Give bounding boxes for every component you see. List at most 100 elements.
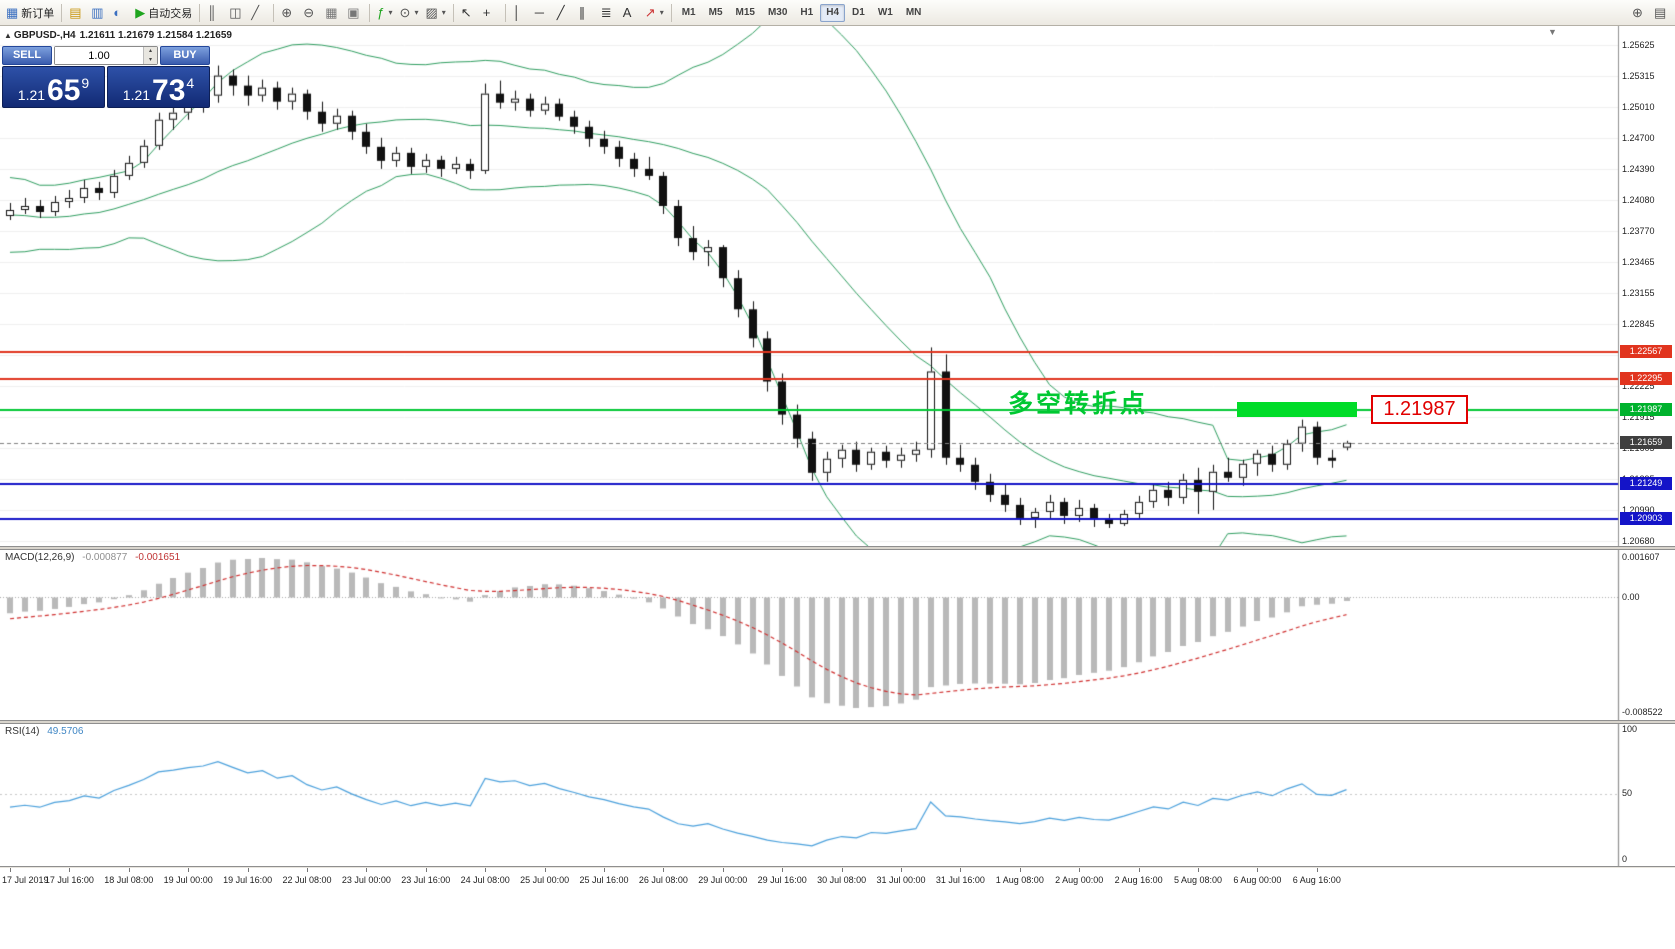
- time-label: 23 Jul 16:00: [401, 875, 451, 885]
- time-tick: [10, 868, 11, 872]
- time-tick: [782, 868, 783, 872]
- tf-m1-button[interactable]: M1: [676, 4, 702, 22]
- tf-h4-button[interactable]: H4: [820, 3, 846, 22]
- time-tick: [69, 868, 70, 872]
- time-tick: [960, 868, 961, 872]
- time-tick: [663, 868, 664, 872]
- zoom-search-icon: ⊕: [1632, 5, 1643, 20]
- toolbar-separator: [273, 3, 275, 22]
- market-watch-icon: ▥: [91, 5, 104, 20]
- window-list-button[interactable]: ▤: [1651, 2, 1672, 23]
- arrow-tools-button[interactable]: ↗ ▾: [642, 2, 667, 23]
- text-button[interactable]: A: [620, 2, 641, 23]
- price-tick-label: 1.21915: [1622, 412, 1655, 423]
- time-axis[interactable]: 17 Jul 2019 17 Jul 16:00 18 Jul 08:00 19 Ju…: [0, 868, 1675, 892]
- rsi-header: RSI(14) 49.5706: [5, 726, 83, 737]
- tf-m15-button[interactable]: M15: [730, 4, 761, 22]
- candlestick-chart-button[interactable]: ◫: [226, 2, 247, 23]
- buy-price-sup: 4: [186, 75, 195, 91]
- tf-h1-button[interactable]: H1: [794, 4, 819, 22]
- rsi-panel[interactable]: RSI(14) 49.5706 100 50 0: [0, 724, 1675, 866]
- tile-windows-button[interactable]: ▣: [344, 2, 365, 23]
- horizontal-line-button[interactable]: ─: [532, 2, 553, 23]
- price-badge: 1.20903: [1620, 511, 1672, 525]
- indicators-button[interactable]: ƒ ▾: [374, 2, 395, 23]
- grid-button[interactable]: ▦: [322, 2, 343, 23]
- time-tick: [248, 868, 249, 872]
- time-label: 23 Jul 00:00: [341, 875, 391, 885]
- volume-input[interactable]: [55, 47, 143, 64]
- time-label: 30 Jul 08:00: [817, 875, 867, 885]
- channel-button[interactable]: ∥: [576, 2, 597, 23]
- rsi-canvas[interactable]: [0, 724, 1675, 866]
- panel-splitter[interactable]: [0, 546, 1675, 550]
- price-callout-label[interactable]: 1.21987: [1371, 395, 1468, 425]
- toolbar-separator: [199, 3, 201, 22]
- price-badge: 1.22567: [1620, 344, 1672, 358]
- crosshair-button[interactable]: +: [480, 2, 501, 23]
- bar-chart-icon: ║: [207, 5, 217, 20]
- periods-button[interactable]: ⊙ ▾: [397, 2, 422, 23]
- chart-title: ▲ GBPUSD-,H4 1.21611 1.21679 1.21584 1.216…: [4, 30, 232, 41]
- cursor-button[interactable]: ↖: [458, 2, 479, 23]
- profiles-icon: ▤: [69, 5, 82, 20]
- auto-trading-icon: ▶: [135, 5, 146, 20]
- buy-button[interactable]: BUY: [160, 46, 210, 65]
- toolbar-separator: [670, 3, 672, 22]
- auto-trading-button[interactable]: ▶ 自动交易: [132, 2, 195, 23]
- highlight-rectangle[interactable]: [1237, 402, 1357, 418]
- sell-price-big: 65: [47, 74, 81, 107]
- time-label: 24 Jul 08:00: [460, 875, 510, 885]
- chart-window[interactable]: ▲ GBPUSD-,H4 1.21611 1.21679 1.21584 1.216…: [0, 26, 1675, 546]
- price-tick-label: 1.24390: [1622, 163, 1655, 174]
- window-collapse-icon[interactable]: ▲: [4, 31, 12, 40]
- price-tick-label: 1.24700: [1622, 132, 1655, 143]
- time-tick: [1139, 868, 1140, 872]
- fibonacci-button[interactable]: ≣: [598, 2, 619, 23]
- fibonacci-icon: ≣: [600, 5, 612, 20]
- time-label: 6 Aug 16:00: [1292, 875, 1341, 885]
- chart-shift-marker[interactable]: ▼: [1548, 27, 1557, 37]
- panel-splitter[interactable]: [0, 720, 1675, 724]
- time-tick: [604, 868, 605, 872]
- price-tick-label: 1.20680: [1622, 536, 1655, 546]
- tf-w1-button[interactable]: W1: [872, 4, 899, 22]
- time-tick: [1317, 868, 1318, 872]
- macd-axis-label: 0.001607: [1622, 552, 1660, 562]
- candlestick-chart-icon: ◫: [229, 5, 242, 20]
- zoom-search-button[interactable]: ⊕: [1629, 2, 1650, 23]
- line-chart-icon: ╱: [251, 5, 260, 20]
- new-order-button[interactable]: ▦ 新订单: [3, 2, 57, 23]
- data-window-button[interactable]: ◐: [110, 2, 131, 23]
- price-badge: 1.21659: [1620, 435, 1672, 449]
- tf-d1-button[interactable]: D1: [846, 4, 871, 22]
- trendline-button[interactable]: ╱: [554, 2, 575, 23]
- tf-mn-button[interactable]: MN: [900, 4, 928, 22]
- time-tick: [366, 868, 367, 872]
- buy-price-display[interactable]: 1.21 73 4: [107, 66, 210, 108]
- price-tick-label: 1.25010: [1622, 101, 1655, 112]
- price-chart-canvas[interactable]: [0, 26, 1675, 546]
- annotation-text[interactable]: 多空转折点: [1008, 390, 1149, 418]
- volume-up-icon[interactable]: ▴: [144, 47, 157, 56]
- macd-canvas[interactable]: [0, 550, 1675, 720]
- vertical-line-button[interactable]: │: [510, 2, 531, 23]
- profiles-button[interactable]: ▤: [66, 2, 87, 23]
- line-chart-button[interactable]: ╱: [248, 2, 269, 23]
- volume-down-icon[interactable]: ▾: [144, 55, 157, 64]
- sell-button[interactable]: SELL: [2, 46, 52, 65]
- indicators-dropdown-icon: ▾: [388, 8, 393, 17]
- macd-panel[interactable]: MACD(12,26,9) -0.000877 -0.001651 0.0016…: [0, 550, 1675, 720]
- templates-button[interactable]: ▨ ▾: [422, 2, 448, 23]
- tf-m5-button[interactable]: M5: [703, 4, 729, 22]
- bar-chart-button[interactable]: ║: [204, 2, 225, 23]
- zoom-out-button[interactable]: ⊖: [300, 2, 321, 23]
- zoom-in-button[interactable]: ⊕: [278, 2, 299, 23]
- time-label: 17 Jul 16:00: [44, 875, 94, 885]
- periods-icon: ⊙: [399, 5, 411, 20]
- sell-price-display[interactable]: 1.21 65 9: [2, 66, 105, 108]
- tf-m30-button[interactable]: M30: [762, 4, 793, 22]
- macd-signal-value: -0.001651: [135, 552, 181, 563]
- market-watch-button[interactable]: ▥: [88, 2, 109, 23]
